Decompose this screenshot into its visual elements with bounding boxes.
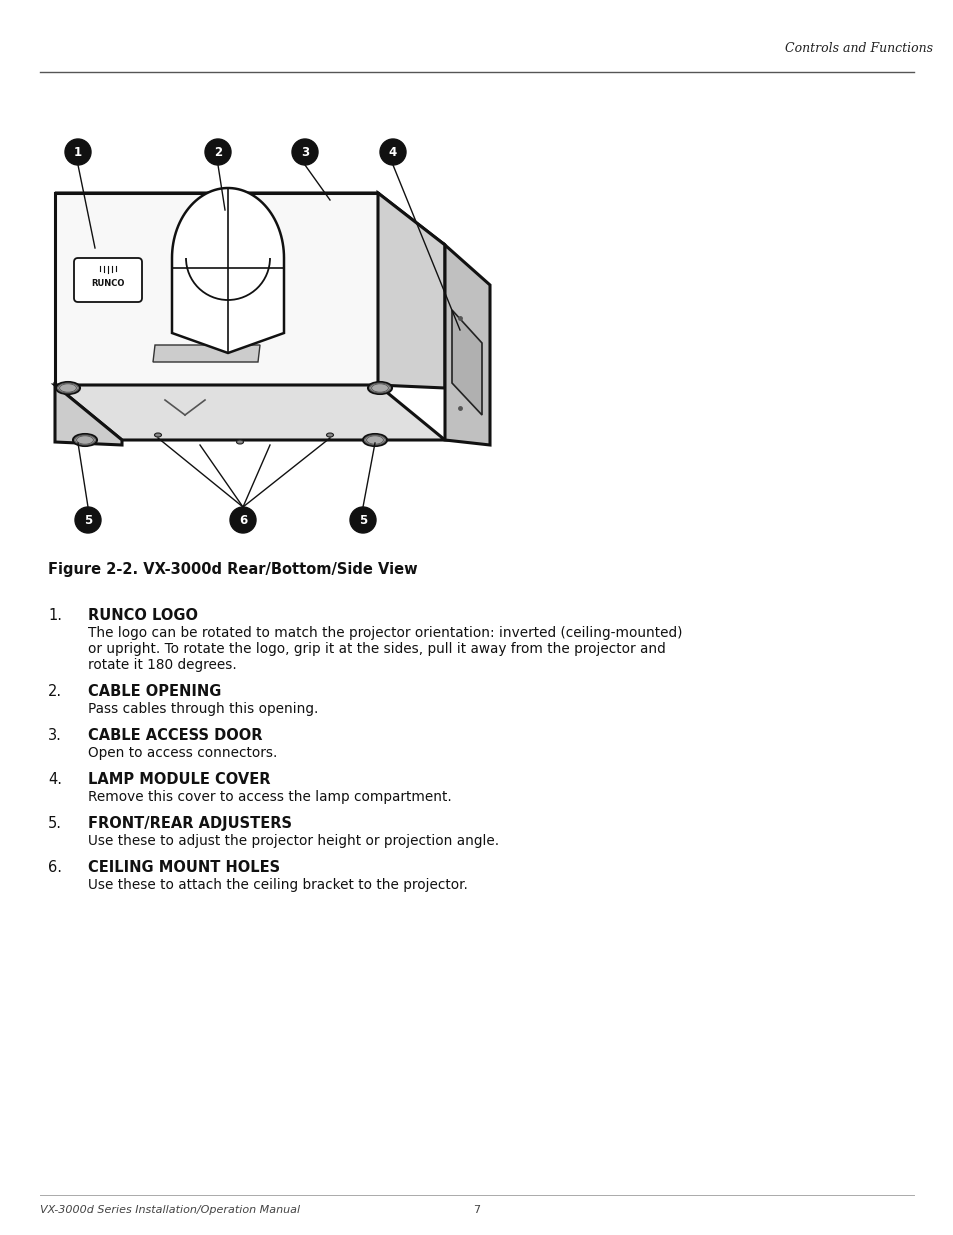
Circle shape <box>205 140 231 165</box>
Ellipse shape <box>236 440 243 445</box>
Text: 3.: 3. <box>48 727 62 743</box>
Text: Use these to adjust the projector height or projection angle.: Use these to adjust the projector height… <box>88 834 498 848</box>
Text: rotate it 180 degrees.: rotate it 180 degrees. <box>88 658 236 672</box>
Text: 5.: 5. <box>48 816 62 831</box>
Polygon shape <box>55 385 122 445</box>
Ellipse shape <box>326 433 334 437</box>
Circle shape <box>379 140 406 165</box>
Text: 5: 5 <box>358 515 367 527</box>
Text: Figure 2-2. VX-3000d Rear/Bottom/Side View: Figure 2-2. VX-3000d Rear/Bottom/Side Vi… <box>48 562 417 577</box>
Ellipse shape <box>154 433 161 437</box>
Text: 6.: 6. <box>48 860 62 876</box>
Ellipse shape <box>73 433 97 446</box>
Text: CABLE OPENING: CABLE OPENING <box>88 684 221 699</box>
Circle shape <box>350 508 375 534</box>
Polygon shape <box>152 345 260 362</box>
Text: Controls and Functions: Controls and Functions <box>784 42 932 56</box>
Text: LAMP MODULE COVER: LAMP MODULE COVER <box>88 772 271 787</box>
Ellipse shape <box>368 382 392 394</box>
Text: Remove this cover to access the lamp compartment.: Remove this cover to access the lamp com… <box>88 790 452 804</box>
Text: Pass cables through this opening.: Pass cables through this opening. <box>88 701 318 716</box>
Text: Use these to attach the ceiling bracket to the projector.: Use these to attach the ceiling bracket … <box>88 878 467 892</box>
Text: RUNCO: RUNCO <box>91 279 125 289</box>
Text: CABLE ACCESS DOOR: CABLE ACCESS DOOR <box>88 727 262 743</box>
Text: 1: 1 <box>74 147 82 159</box>
Polygon shape <box>55 385 444 440</box>
Circle shape <box>292 140 317 165</box>
Polygon shape <box>452 310 481 415</box>
Text: 2: 2 <box>213 147 222 159</box>
Polygon shape <box>172 188 284 353</box>
Text: RUNCO LOGO: RUNCO LOGO <box>88 608 198 622</box>
Text: Open to access connectors.: Open to access connectors. <box>88 746 277 760</box>
Text: VX-3000d Series Installation/Operation Manual: VX-3000d Series Installation/Operation M… <box>40 1205 300 1215</box>
Polygon shape <box>55 193 377 385</box>
Text: FRONT/REAR ADJUSTERS: FRONT/REAR ADJUSTERS <box>88 816 292 831</box>
FancyBboxPatch shape <box>74 258 142 303</box>
Circle shape <box>65 140 91 165</box>
Text: 2.: 2. <box>48 684 62 699</box>
Text: CEILING MOUNT HOLES: CEILING MOUNT HOLES <box>88 860 280 876</box>
Circle shape <box>230 508 255 534</box>
Text: 7: 7 <box>473 1205 480 1215</box>
Text: 4.: 4. <box>48 772 62 787</box>
Text: The logo can be rotated to match the projector orientation: inverted (ceiling-mo: The logo can be rotated to match the pro… <box>88 626 681 640</box>
Text: 5: 5 <box>84 515 92 527</box>
Text: 3: 3 <box>300 147 309 159</box>
Circle shape <box>75 508 101 534</box>
Polygon shape <box>444 245 490 445</box>
Ellipse shape <box>363 433 387 446</box>
Text: 1.: 1. <box>48 608 62 622</box>
Text: or upright. To rotate the logo, grip it at the sides, pull it away from the proj: or upright. To rotate the logo, grip it … <box>88 642 665 656</box>
Polygon shape <box>55 193 444 245</box>
Ellipse shape <box>56 382 80 394</box>
Text: 4: 4 <box>389 147 396 159</box>
Polygon shape <box>377 193 444 388</box>
Text: 6: 6 <box>238 515 247 527</box>
